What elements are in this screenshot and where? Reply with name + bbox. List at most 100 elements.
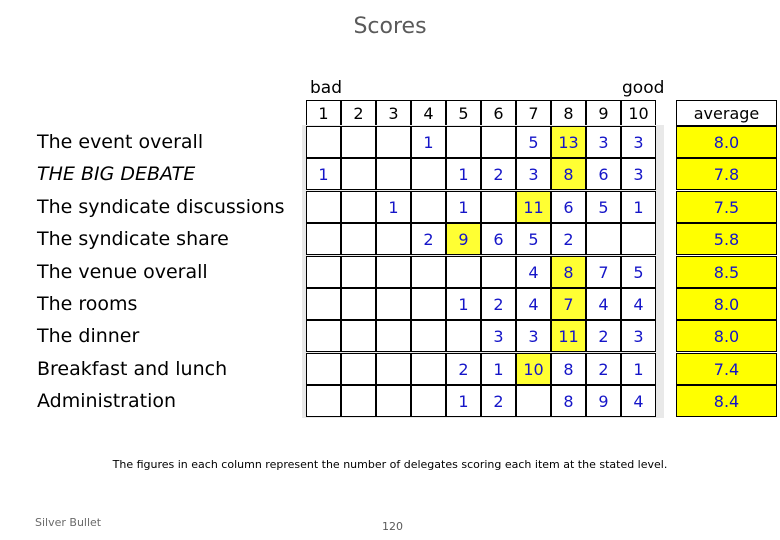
- score-cell: 4: [621, 385, 656, 417]
- score-cell: 2: [481, 288, 516, 320]
- score-cell: 5: [621, 256, 656, 288]
- score-cell: [446, 126, 481, 158]
- score-cell: [621, 223, 656, 255]
- score-cell: [306, 256, 341, 288]
- score-cell: [341, 223, 376, 255]
- score-cell: 1: [411, 126, 446, 158]
- score-cell: [341, 256, 376, 288]
- column-header-2: 2: [341, 100, 376, 126]
- score-cell: 3: [516, 320, 551, 352]
- score-cell: 10: [516, 353, 551, 385]
- score-cell: 9: [446, 223, 481, 255]
- average-cell: 8.4: [676, 385, 777, 417]
- row-label: Breakfast and lunch: [37, 358, 228, 380]
- score-cell: [306, 223, 341, 255]
- score-cell: [411, 288, 446, 320]
- scores-table: The event overall THE BIG DEBATE The syndi…: [30, 125, 664, 418]
- column-header-5: 5: [446, 100, 481, 126]
- score-cell: 6: [551, 191, 586, 223]
- score-cell: 2: [411, 223, 446, 255]
- brand-name: Silver Bullet: [35, 516, 102, 529]
- average-cell: 7.4: [676, 353, 777, 385]
- score-cell: [376, 126, 411, 158]
- score-cell: 1: [621, 191, 656, 223]
- score-cell: 8: [551, 256, 586, 288]
- score-cell: [446, 256, 481, 288]
- score-cell: 4: [516, 288, 551, 320]
- score-cell: 6: [586, 158, 621, 190]
- score-cell: [411, 256, 446, 288]
- row-label: THE BIG DEBATE: [37, 163, 196, 185]
- score-cell: [306, 288, 341, 320]
- score-cell: 3: [481, 320, 516, 352]
- score-cell: 8: [551, 158, 586, 190]
- score-cell: 3: [586, 126, 621, 158]
- score-cell: 13: [551, 126, 586, 158]
- score-cell: 11: [516, 191, 551, 223]
- average-cell: 5.8: [676, 223, 777, 255]
- column-header-7: 7: [516, 100, 551, 126]
- score-cell: 1: [306, 158, 341, 190]
- score-cell: [411, 320, 446, 352]
- score-cell: [411, 158, 446, 190]
- score-cell: [376, 158, 411, 190]
- score-cell: [341, 320, 376, 352]
- score-cell: [446, 320, 481, 352]
- score-cell: 2: [481, 385, 516, 417]
- score-cell: 2: [551, 223, 586, 255]
- score-cell: 9: [586, 385, 621, 417]
- score-cell: [376, 353, 411, 385]
- score-cell: 5: [516, 223, 551, 255]
- column-header-1: 1: [306, 100, 341, 126]
- score-cell: 8: [551, 385, 586, 417]
- score-cell: [411, 353, 446, 385]
- score-cell: 4: [516, 256, 551, 288]
- scale-low-label: bad: [310, 78, 342, 98]
- row-label: Administration: [37, 390, 177, 412]
- column-header-4: 4: [411, 100, 446, 126]
- page-title: Scores: [353, 14, 427, 39]
- score-cell: 3: [621, 158, 656, 190]
- row-label: The syndicate discussions: [37, 196, 285, 218]
- score-cell: [341, 158, 376, 190]
- column-header-10: 10: [621, 100, 656, 126]
- score-cell: [481, 191, 516, 223]
- score-cell: [411, 385, 446, 417]
- score-cell: [376, 320, 411, 352]
- score-cell: 1: [376, 191, 411, 223]
- row-label: The venue overall: [37, 261, 208, 283]
- score-cell: 2: [586, 320, 621, 352]
- score-cell: 1: [446, 158, 481, 190]
- score-cell: 7: [586, 256, 621, 288]
- score-cell: 1: [621, 353, 656, 385]
- row-label: The dinner: [37, 325, 140, 347]
- average-cell: 8.5: [676, 256, 777, 288]
- score-cell: 2: [446, 353, 481, 385]
- score-cell: 11: [551, 320, 586, 352]
- score-cell: 5: [586, 191, 621, 223]
- column-header-8: 8: [551, 100, 586, 126]
- score-cell: [306, 126, 341, 158]
- score-cell: [341, 126, 376, 158]
- score-cell: [481, 126, 516, 158]
- score-cell: 8: [551, 353, 586, 385]
- score-cell: 1: [446, 385, 481, 417]
- footnote: The figures in each column represent the…: [112, 458, 668, 471]
- row-label: The rooms: [37, 293, 138, 315]
- average-header: average: [676, 100, 777, 126]
- average-cell: 8.0: [676, 288, 777, 320]
- score-cell: 6: [481, 223, 516, 255]
- score-cell: [376, 385, 411, 417]
- average-cell: 7.5: [676, 191, 777, 223]
- score-cell: 4: [586, 288, 621, 320]
- score-cell: 3: [516, 158, 551, 190]
- score-cell: [306, 320, 341, 352]
- score-cell: [586, 223, 621, 255]
- score-cell: [341, 385, 376, 417]
- score-cell: 1: [446, 288, 481, 320]
- score-cell: [376, 223, 411, 255]
- column-header-3: 3: [376, 100, 411, 126]
- average-cell: 8.0: [676, 320, 777, 352]
- column-header-6: 6: [481, 100, 516, 126]
- score-cell: 5: [516, 126, 551, 158]
